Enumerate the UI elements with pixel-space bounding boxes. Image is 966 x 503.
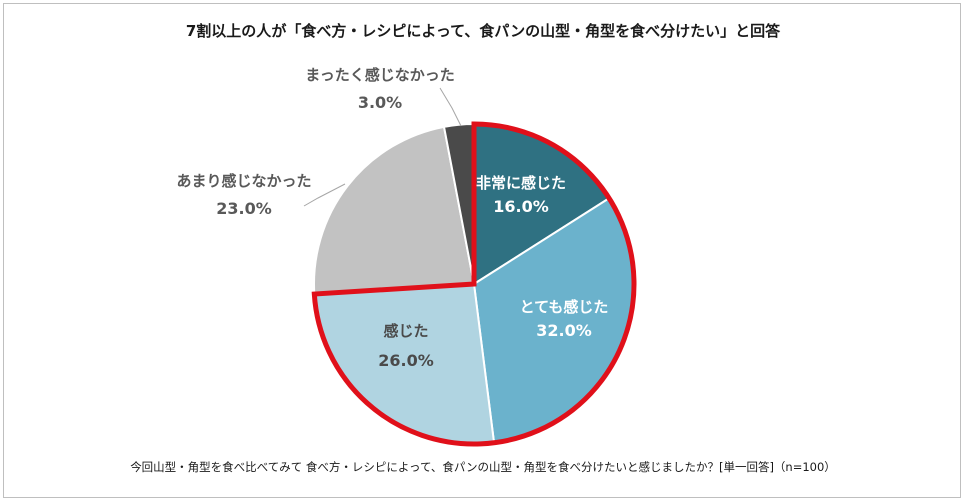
slice-not-at-all-value: 3.0% [358, 93, 402, 112]
slice-somewhat-value: 26.0% [378, 351, 434, 370]
chart-footnote: 今回山型・角型を食べ比べてみて 食べ方・レシピによって、食パンの山型・角型を食べ… [130, 460, 836, 474]
slice-not-much-leader-line [303, 183, 346, 207]
slice-very-strongly-value: 16.0% [493, 197, 549, 216]
slice-not-much-value: 23.0% [216, 199, 272, 218]
slice-not-at-all-label: まったく感じなかった [305, 66, 454, 84]
chart-frame [3, 3, 961, 498]
chart-title: 7割以上の人が「食べ方・レシピによって、食パンの山型・角型を食べ分けたい」と回答 [185, 22, 781, 40]
highlight-outline [311, 121, 637, 447]
slice-not-much [313, 125, 476, 296]
slice-not-at-all-leader-line [439, 87, 462, 127]
slice-somewhat-label: 感じた [383, 322, 428, 340]
slice-strongly-label: とても感じた [520, 298, 609, 316]
slice-not-much-label: あまり感じなかった [176, 172, 311, 190]
slice-strongly-value: 32.0% [536, 321, 592, 340]
slice-very-strongly-label: 非常に感じた [476, 174, 566, 192]
